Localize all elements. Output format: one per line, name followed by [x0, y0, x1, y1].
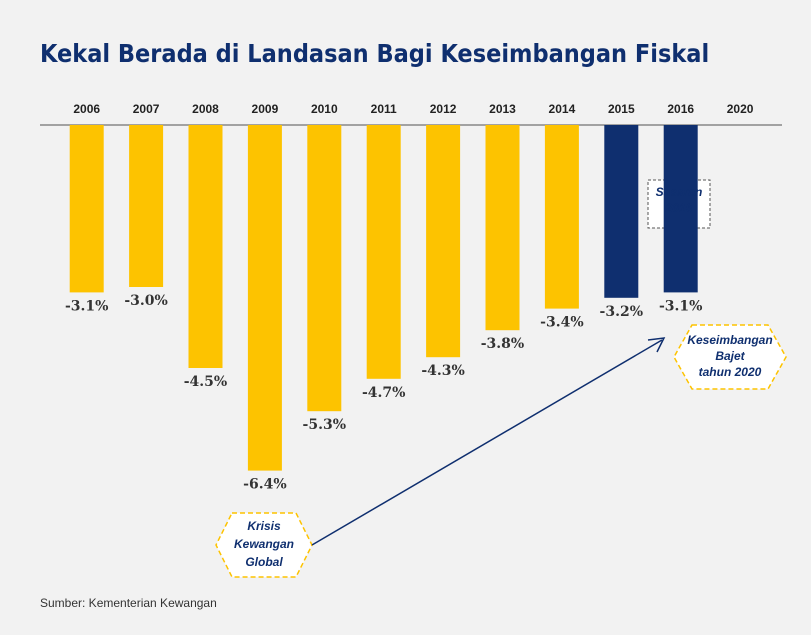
x-tick-label: 2012: [430, 102, 457, 116]
x-tick-label: 2013: [489, 102, 516, 116]
bar: [69, 125, 104, 293]
data-label: -5.3%: [303, 417, 346, 433]
data-label: -3.1%: [659, 298, 702, 314]
bar: [485, 125, 520, 331]
x-tick-label: 2014: [549, 102, 576, 116]
data-label: -4.7%: [362, 385, 405, 401]
bar: [247, 125, 282, 471]
annotation: Keseimbangan: [687, 333, 772, 347]
x-tick-label: 2008: [192, 102, 219, 116]
bar: [663, 125, 698, 293]
data-label: -3.2%: [600, 304, 643, 320]
data-label: -4.5%: [184, 374, 227, 390]
bar: [129, 125, 164, 287]
x-tick-label: 2016: [667, 102, 694, 116]
annotation: Kewangan: [234, 537, 294, 551]
data-label: -3.8%: [481, 336, 524, 352]
x-tick-label: 2009: [252, 102, 279, 116]
x-tick-label: 2011: [371, 102, 397, 116]
x-tick-label: 2006: [73, 102, 100, 116]
bar: [366, 125, 401, 379]
x-tick-label: 2020: [727, 102, 754, 116]
x-tick-label: 2010: [311, 102, 338, 116]
data-label: -3.4%: [540, 315, 583, 331]
source: Sumber: Kementerian Kewangan: [40, 596, 217, 610]
data-label: -3.0%: [124, 293, 167, 309]
chart-title: Kekal Berada di Landasan Bagi Keseimbang…: [40, 39, 709, 68]
annotation: Sasaran: [656, 185, 703, 199]
annotation: Krisis: [247, 519, 281, 533]
x-tick-label: 2015: [608, 102, 635, 116]
balance-hexagon: [673, 324, 787, 390]
arrow-line: [311, 339, 663, 546]
bar: [307, 125, 342, 412]
bar: [188, 125, 223, 368]
bar: [604, 125, 639, 298]
data-label: -4.3%: [421, 363, 464, 379]
annotation: tahun 2020: [699, 365, 762, 379]
data-label: -3.1%: [65, 298, 108, 314]
annotation: 2016: [665, 201, 693, 215]
data-label: -6.4%: [243, 477, 286, 493]
x-tick-label: 2007: [133, 102, 160, 116]
annotation: Bajet: [715, 349, 745, 363]
annotation: Global: [245, 555, 283, 569]
bar: [426, 125, 461, 358]
crisis-hexagon: [215, 512, 313, 578]
arrow-head: [647, 337, 666, 353]
bar: [544, 125, 579, 309]
